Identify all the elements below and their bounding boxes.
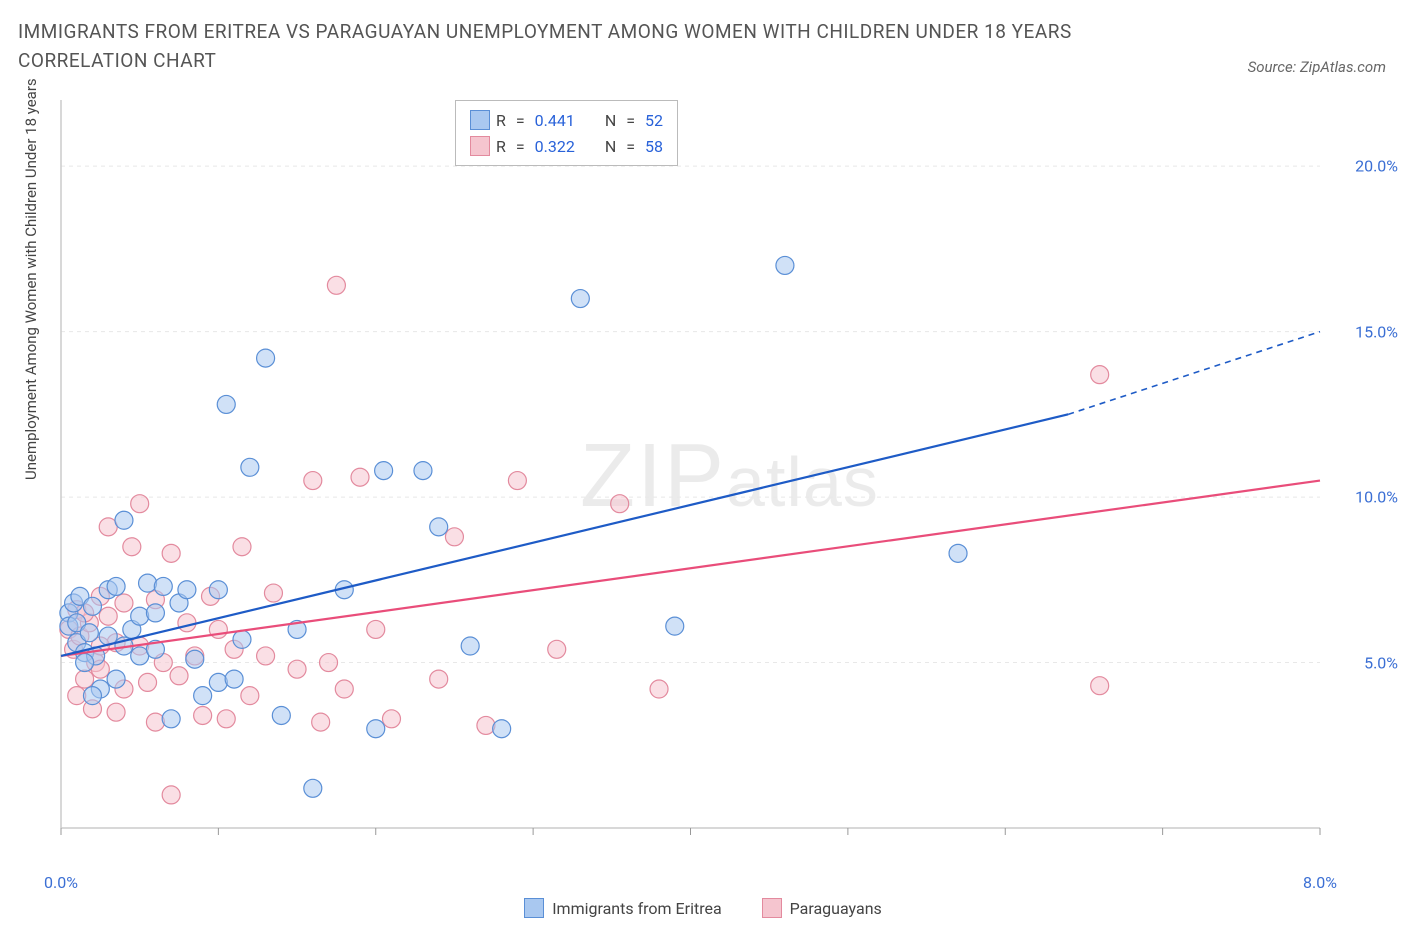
- x-tick-label: 8.0%: [1303, 873, 1337, 892]
- chart-title: IMMIGRANTS FROM ERITREA VS PARAGUAYAN UN…: [18, 18, 1118, 75]
- legend-n-label: N: [605, 137, 616, 156]
- source-attribution: Source: ZipAtlas.com: [1248, 58, 1386, 76]
- chart-area: [55, 100, 1390, 870]
- n-value-eritrea: 52: [645, 111, 663, 130]
- legend-label-eritrea: Immigrants from Eritrea: [552, 899, 721, 918]
- x-tick-label: 0.0%: [44, 873, 78, 892]
- swatch-eritrea-icon: [524, 898, 544, 918]
- swatch-eritrea: [470, 110, 490, 130]
- swatch-paraguayans-icon: [762, 898, 782, 918]
- legend-r-label: R: [496, 137, 506, 156]
- r-value-eritrea: 0.441: [535, 111, 575, 130]
- scatter-chart: [55, 100, 1390, 870]
- legend-item-paraguayans: Paraguayans: [762, 898, 882, 918]
- correlation-legend: R = 0.441 N = 52 R = 0.322 N = 58: [455, 100, 678, 166]
- y-axis-label: Unemployment Among Women with Children U…: [22, 78, 40, 480]
- legend-item-eritrea: Immigrants from Eritrea: [524, 898, 721, 918]
- equals-sign: =: [626, 111, 635, 130]
- y-tick-label: 10.0%: [1355, 488, 1398, 507]
- equals-sign: =: [516, 111, 525, 130]
- n-value-paraguayans: 58: [645, 137, 663, 156]
- equals-sign: =: [516, 137, 525, 156]
- y-tick-label: 20.0%: [1355, 157, 1398, 176]
- legend-label-paraguayans: Paraguayans: [790, 899, 882, 918]
- equals-sign: =: [626, 137, 635, 156]
- y-tick-label: 15.0%: [1355, 322, 1398, 341]
- legend-n-label: N: [605, 111, 616, 130]
- legend-row-paraguayans: R = 0.322 N = 58: [470, 133, 663, 159]
- legend-row-eritrea: R = 0.441 N = 52: [470, 107, 663, 133]
- legend-r-label: R: [496, 111, 506, 130]
- r-value-paraguayans: 0.322: [535, 137, 575, 156]
- y-tick-label: 5.0%: [1364, 653, 1398, 672]
- series-legend: Immigrants from Eritrea Paraguayans: [0, 898, 1406, 922]
- swatch-paraguayans: [470, 136, 490, 156]
